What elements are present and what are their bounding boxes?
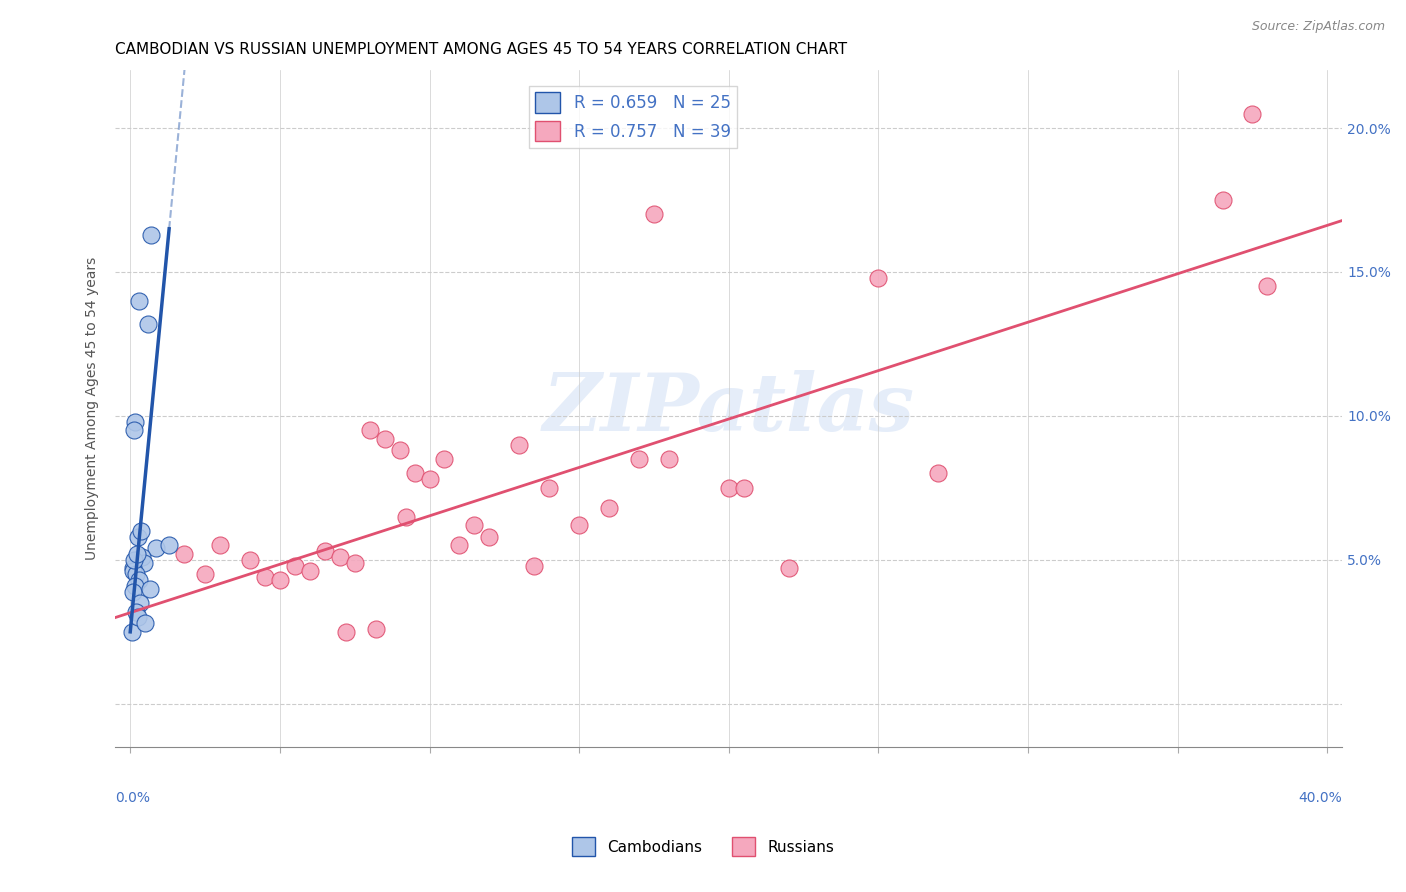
Point: [128, 573, 150, 587]
Point: [1241, 106, 1264, 120]
Point: [194, 567, 217, 582]
Point: [239, 553, 262, 567]
Point: [124, 415, 146, 429]
Point: [122, 584, 145, 599]
Point: [127, 610, 149, 624]
Point: [121, 561, 143, 575]
Point: [335, 624, 357, 639]
Point: [927, 467, 949, 481]
Point: [388, 443, 411, 458]
Text: CAMBODIAN VS RUSSIAN UNEMPLOYMENT AMONG AGES 45 TO 54 YEARS CORRELATION CHART: CAMBODIAN VS RUSSIAN UNEMPLOYMENT AMONG …: [115, 42, 848, 57]
Point: [136, 317, 159, 331]
Point: [128, 596, 150, 610]
Point: [868, 270, 890, 285]
Point: [122, 565, 145, 579]
Point: [598, 501, 620, 516]
Point: [124, 567, 146, 582]
Point: [433, 452, 456, 467]
Point: [1256, 279, 1278, 293]
Point: [449, 539, 471, 553]
Point: [717, 481, 740, 495]
Legend: Cambodians, Russians: Cambodians, Russians: [565, 831, 841, 862]
Point: [298, 565, 321, 579]
Point: [568, 518, 591, 533]
Point: [1212, 193, 1234, 207]
Text: 0.0%: 0.0%: [115, 791, 150, 805]
Point: [129, 524, 152, 538]
Point: [374, 432, 396, 446]
Point: [658, 452, 681, 467]
Point: [208, 539, 231, 553]
Point: [128, 293, 150, 308]
Point: [394, 509, 416, 524]
Point: [538, 481, 561, 495]
Text: Source: ZipAtlas.com: Source: ZipAtlas.com: [1251, 20, 1385, 33]
Point: [145, 541, 167, 556]
Text: 40.0%: 40.0%: [1299, 791, 1343, 805]
Point: [508, 438, 530, 452]
Point: [124, 579, 146, 593]
Point: [364, 622, 387, 636]
Legend: R = 0.659   N = 25, R = 0.757   N = 39: R = 0.659 N = 25, R = 0.757 N = 39: [529, 86, 737, 148]
Point: [141, 227, 163, 242]
Point: [284, 558, 307, 573]
Point: [359, 423, 381, 437]
Point: [122, 553, 145, 567]
Point: [253, 570, 276, 584]
Point: [132, 556, 155, 570]
Point: [314, 544, 336, 558]
Point: [125, 547, 148, 561]
Point: [778, 561, 800, 575]
Point: [643, 207, 665, 221]
Point: [404, 467, 426, 481]
Point: [157, 539, 180, 553]
Point: [418, 472, 440, 486]
Point: [343, 556, 366, 570]
Point: [463, 518, 485, 533]
Point: [134, 616, 156, 631]
Point: [627, 452, 650, 467]
Point: [269, 573, 291, 587]
Point: [121, 624, 143, 639]
Point: [138, 582, 160, 596]
Point: [733, 481, 755, 495]
Point: [125, 605, 148, 619]
Point: [329, 549, 352, 564]
Point: [131, 549, 153, 564]
Point: [122, 423, 145, 437]
Text: ZIPatlas: ZIPatlas: [543, 370, 915, 448]
Point: [127, 530, 149, 544]
Point: [523, 558, 546, 573]
Point: [173, 547, 195, 561]
Y-axis label: Unemployment Among Ages 45 to 54 years: Unemployment Among Ages 45 to 54 years: [86, 257, 100, 560]
Point: [478, 530, 501, 544]
